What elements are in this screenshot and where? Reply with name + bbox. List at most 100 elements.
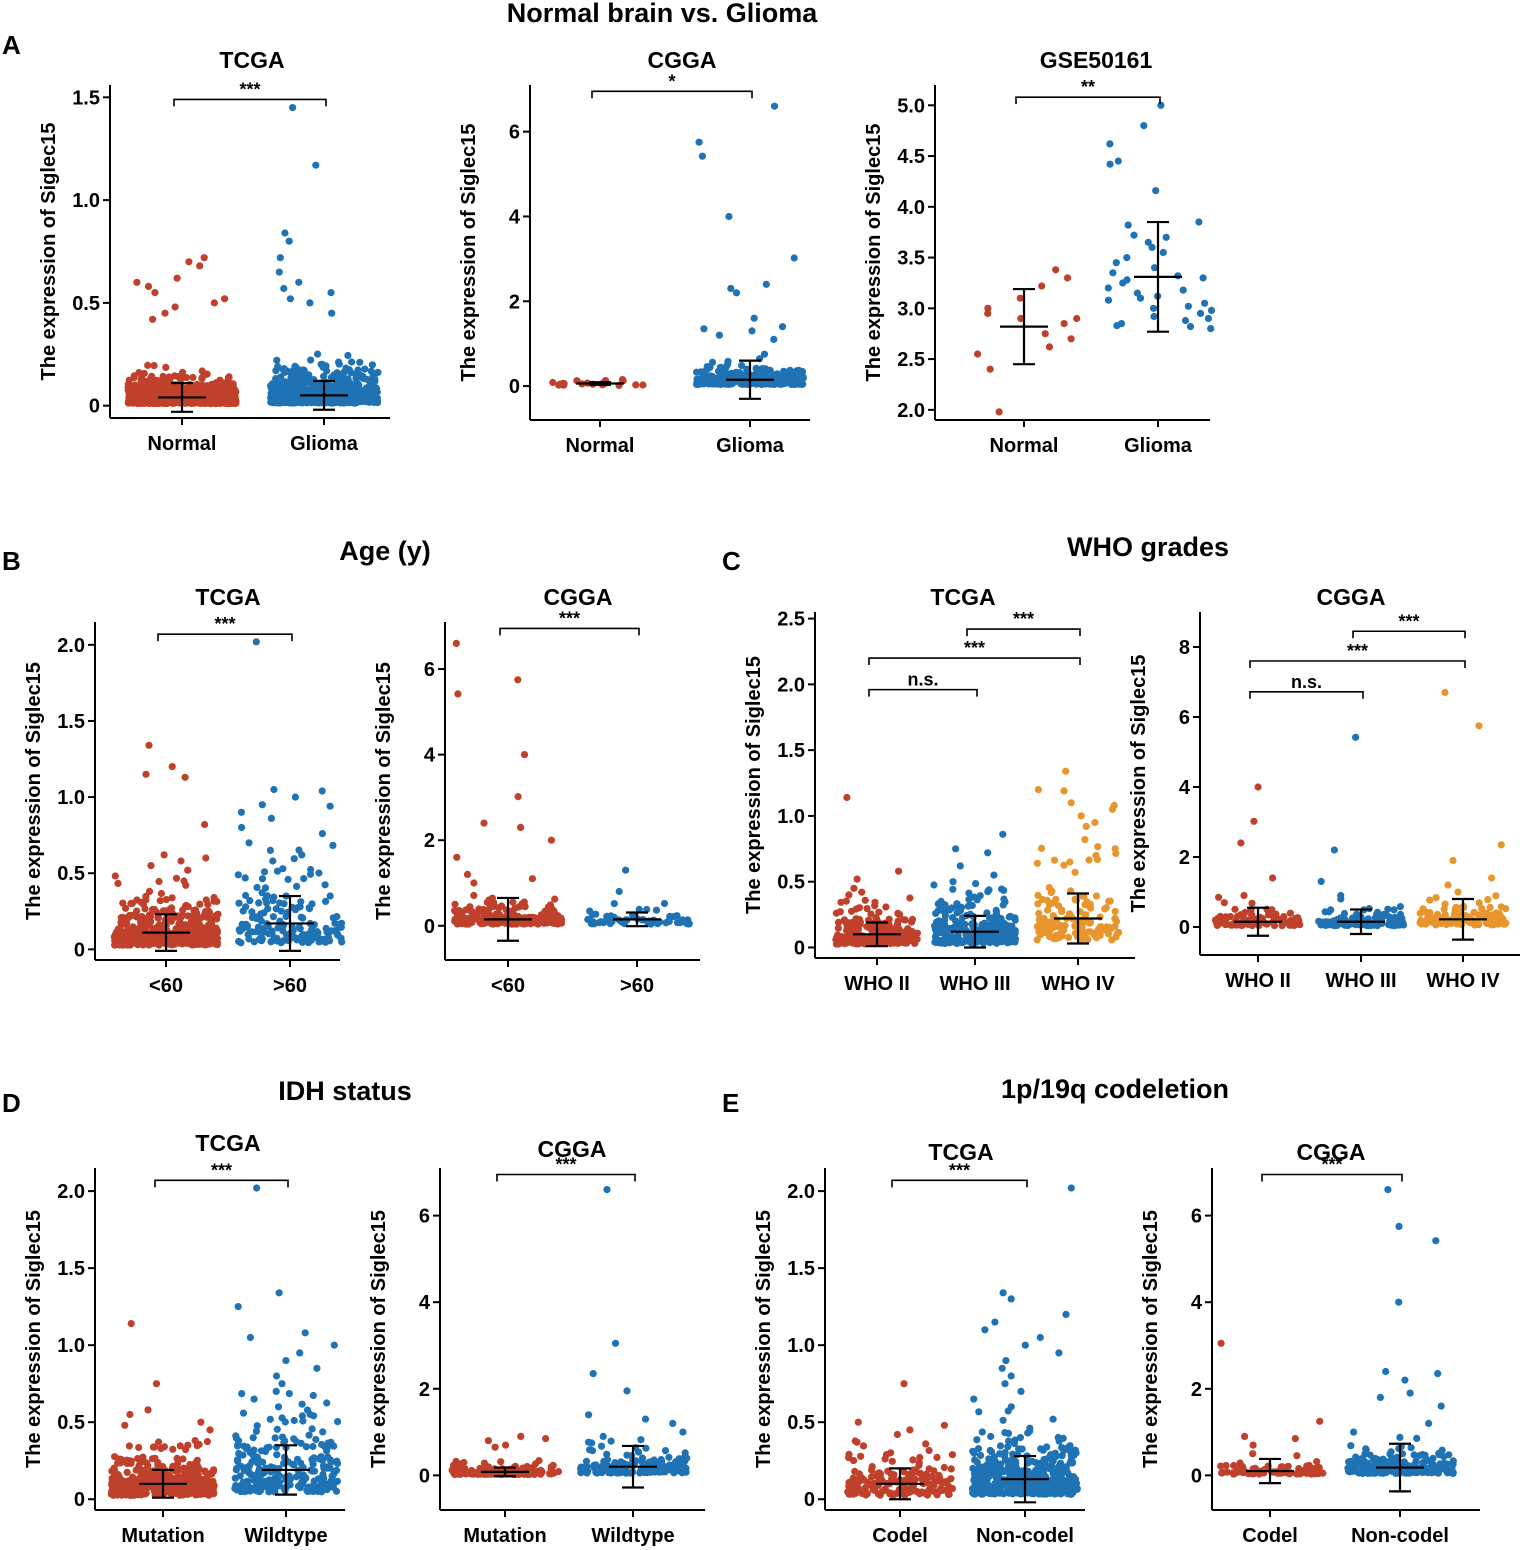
data-point — [315, 869, 323, 877]
significance-bracket: *** — [1249, 641, 1466, 668]
data-point — [1270, 922, 1279, 930]
data-point — [941, 911, 950, 920]
data-point — [233, 1484, 241, 1492]
data-point — [273, 356, 281, 364]
data-point — [515, 903, 523, 911]
data-point — [717, 380, 725, 388]
data-point — [1184, 302, 1192, 310]
x-category-label: Normal — [148, 433, 217, 455]
data-point — [1422, 920, 1430, 928]
data-point — [705, 380, 713, 388]
data-point — [1181, 316, 1190, 325]
data-point — [514, 793, 522, 801]
data-point — [1211, 916, 1220, 924]
bracket-line — [966, 628, 1081, 637]
data-point — [286, 295, 294, 303]
data-point — [210, 299, 218, 307]
data-point — [242, 903, 250, 911]
data-point — [940, 906, 948, 914]
bracket-line — [1249, 660, 1466, 668]
data-point — [303, 385, 311, 394]
y-axis-label: The expression of Siglec15 — [743, 656, 765, 914]
y-tick-label: 1.5 — [72, 87, 100, 109]
data-point — [495, 904, 503, 912]
bracket-line — [1352, 630, 1466, 639]
data-point — [986, 932, 994, 940]
data-point — [168, 894, 176, 902]
y-tick-label: 8 — [1179, 637, 1190, 659]
mean-sd-bar — [1439, 897, 1487, 941]
data-point — [842, 897, 850, 905]
data-point — [962, 931, 970, 939]
data-point — [1091, 818, 1099, 827]
data-point — [179, 1488, 187, 1496]
data-point — [155, 877, 163, 886]
data-point — [248, 908, 256, 916]
data-point — [238, 1390, 246, 1398]
data-point — [332, 1466, 341, 1474]
data-point — [900, 916, 908, 924]
data-point — [213, 927, 221, 935]
data-point — [348, 358, 356, 366]
y-axis-label: The expression of Siglec15 — [38, 123, 60, 381]
data-point — [949, 885, 957, 893]
data-point — [294, 1482, 303, 1490]
y-tick-label: 0 — [74, 1489, 85, 1511]
data-point — [943, 928, 951, 936]
data-point — [149, 1469, 157, 1477]
data-point — [600, 919, 608, 927]
data-point — [258, 875, 267, 883]
data-point — [999, 830, 1007, 838]
data-point — [306, 299, 314, 307]
data-point — [932, 929, 941, 937]
data-point — [952, 845, 960, 853]
chart-title: TCGA — [930, 584, 995, 610]
section-title-c: WHO grades — [1067, 532, 1229, 562]
data-point — [908, 915, 917, 924]
data-point — [371, 377, 379, 385]
data-point — [1149, 304, 1158, 312]
data-point — [1396, 903, 1404, 911]
data-point — [1066, 858, 1074, 866]
data-point — [286, 1481, 294, 1489]
data-point — [237, 808, 245, 816]
data-point — [298, 931, 306, 940]
data-point — [528, 875, 537, 883]
data-point — [1052, 895, 1060, 903]
data-point — [722, 363, 730, 371]
chart-title: TCGA — [219, 47, 284, 73]
data-point — [333, 1457, 341, 1465]
data-point — [592, 910, 600, 918]
data-point — [147, 917, 155, 926]
data-point — [160, 1443, 168, 1451]
data-point — [1136, 294, 1145, 302]
data-point — [258, 801, 266, 809]
data-point — [124, 384, 132, 392]
data-point — [948, 914, 957, 922]
data-point — [275, 1289, 283, 1297]
data-point — [261, 884, 270, 892]
data-point — [273, 1470, 281, 1478]
data-point — [910, 931, 919, 939]
section-title-e: 1p/19q codeletion — [1001, 1074, 1229, 1104]
significance-label: *** — [1013, 609, 1034, 629]
data-point — [677, 918, 685, 926]
data-point — [894, 909, 902, 918]
mean-sd-bar — [300, 379, 348, 411]
data-point — [156, 897, 164, 905]
data-point — [221, 295, 229, 303]
data-point — [201, 820, 209, 829]
y-tick-label: 1.5 — [777, 740, 805, 762]
data-point — [834, 924, 842, 932]
data-point — [278, 1380, 286, 1388]
data-point — [965, 889, 973, 897]
data-point — [1060, 861, 1068, 869]
data-point — [1077, 812, 1085, 820]
data-point — [867, 910, 875, 918]
data-point — [125, 939, 133, 948]
x-category-label: WHO III — [939, 973, 1010, 995]
data-point — [168, 904, 176, 912]
data-point — [177, 857, 185, 865]
data-point — [305, 1431, 313, 1439]
